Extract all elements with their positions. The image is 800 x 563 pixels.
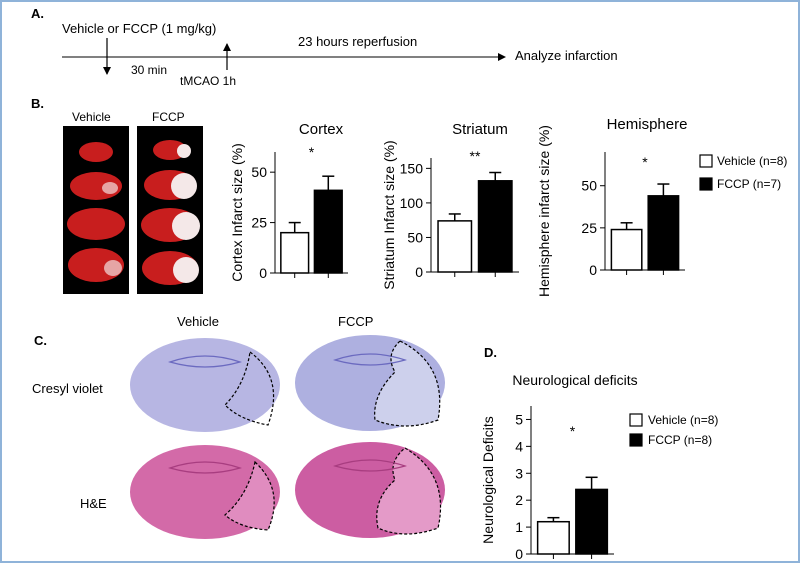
ttc-slice xyxy=(67,208,125,240)
ventricle-outline xyxy=(332,353,408,366)
legend-d-fccp-swatch xyxy=(629,433,643,447)
bar-fccp xyxy=(313,189,343,274)
ttc-vehicle-slices xyxy=(67,142,125,282)
y-tick-label: 3 xyxy=(515,465,523,481)
ttc-infarct xyxy=(172,212,200,240)
legend-b-vehicle: Vehicle (n=8) xyxy=(717,154,788,168)
endpoint-label: Analyze infarction xyxy=(515,48,618,63)
ttc-infarct xyxy=(102,182,118,194)
reperfusion-label: 23 hours reperfusion xyxy=(298,34,418,49)
significance-marker: ** xyxy=(470,148,481,164)
he-fccp-section xyxy=(295,442,445,538)
panel-label-a: A. xyxy=(31,6,44,21)
he-vehicle-section xyxy=(130,445,280,539)
infarct-outline xyxy=(376,447,442,535)
chart-title: Neurological deficits xyxy=(512,372,637,388)
y-tick-label: 25 xyxy=(581,220,597,236)
infarct-outline xyxy=(224,460,275,531)
bar-fccp xyxy=(647,195,680,271)
bar-fccp xyxy=(575,488,609,555)
chart-title: Cortex xyxy=(299,121,344,138)
ttc-infarct xyxy=(173,257,199,283)
y-tick-label: 50 xyxy=(407,229,423,245)
chart-title: Hemisphere xyxy=(607,116,688,133)
bar-fccp xyxy=(477,180,513,273)
y-tick-label: 50 xyxy=(251,164,267,180)
significance-marker: * xyxy=(570,423,576,439)
y-tick-label: 1 xyxy=(515,519,523,535)
bar-vehicle xyxy=(280,231,310,274)
ttc-infarct xyxy=(177,144,191,158)
y-axis-label: Striatum Infarct size (%) xyxy=(381,140,397,289)
y-tick-label: 5 xyxy=(515,411,523,427)
ttc-slice xyxy=(79,142,113,162)
y-tick-label: 0 xyxy=(259,265,267,281)
significance-marker: * xyxy=(642,154,648,170)
ttc-fccp-slices xyxy=(141,140,200,285)
legend-b-fccp: FCCP (n=7) xyxy=(717,177,782,191)
infarct-region xyxy=(374,341,440,426)
ttc-vehicle-label: Vehicle xyxy=(72,110,111,124)
y-tick-label: 50 xyxy=(581,178,597,194)
infarct-outline xyxy=(374,340,441,427)
y-tick-label: 100 xyxy=(400,195,424,211)
treatment-label: Vehicle or FCCP (1 mg/kg) xyxy=(62,21,217,36)
occlusion-label: tMCAO 1h xyxy=(180,74,237,88)
cresyl-vehicle-section xyxy=(130,338,280,432)
y-tick-label: 0 xyxy=(415,264,423,280)
stain-cresyl-label: Cresyl violet xyxy=(32,381,103,396)
panel-label-c: C. xyxy=(34,333,47,348)
ttc-fccp-label: FCCP xyxy=(152,110,185,124)
significance-marker: * xyxy=(309,144,315,160)
panel-label-d: D. xyxy=(484,345,497,360)
panel-label-b: B. xyxy=(31,96,44,111)
y-axis-label: Neurological Deficits xyxy=(480,416,496,544)
ventricle-outline xyxy=(332,459,408,472)
cresyl-fccp-section xyxy=(295,335,445,431)
y-axis-label: Cortex Infarct size (%) xyxy=(229,143,245,281)
y-tick-label: 2 xyxy=(515,492,523,508)
ventricle-outline xyxy=(167,461,243,474)
legend-d-vehicle-swatch xyxy=(629,413,643,427)
y-tick-label: 150 xyxy=(400,160,424,176)
ttc-infarct xyxy=(171,173,197,199)
ventricle-outline xyxy=(167,355,243,368)
interval-label: 30 min xyxy=(131,63,168,77)
y-tick-label: 0 xyxy=(515,546,523,562)
y-axis-label: Hemisphere infarct size (%) xyxy=(536,125,552,297)
chart-title: Striatum xyxy=(452,121,508,138)
ttc-infarct xyxy=(104,260,122,276)
infarct-outline xyxy=(224,350,275,426)
legend-b-vehicle-swatch xyxy=(699,154,713,168)
brain-section xyxy=(130,338,280,432)
legend-d-fccp: FCCP (n=8) xyxy=(648,433,713,447)
histology-vehicle-label: Vehicle xyxy=(177,314,219,329)
legend-d-vehicle: Vehicle (n=8) xyxy=(648,413,719,427)
histology-fccp-label: FCCP xyxy=(338,314,374,329)
stain-he-label: H&E xyxy=(80,496,107,511)
y-tick-label: 25 xyxy=(251,215,267,231)
y-tick-label: 0 xyxy=(589,262,597,278)
legend-b-fccp-swatch xyxy=(699,177,713,191)
y-tick-label: 4 xyxy=(515,438,523,454)
